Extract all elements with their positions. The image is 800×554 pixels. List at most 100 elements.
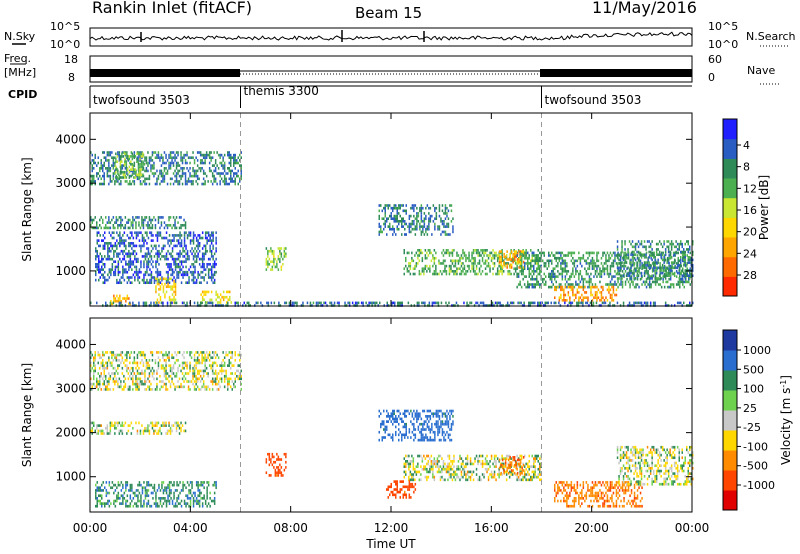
station-title: Rankin Inlet (fitACF) bbox=[92, 0, 252, 17]
data-cell bbox=[536, 280, 538, 284]
data-cell bbox=[210, 366, 212, 370]
data-cell bbox=[129, 226, 131, 230]
data-cell bbox=[117, 372, 119, 375]
data-cell bbox=[689, 258, 691, 262]
data-cell bbox=[135, 234, 138, 237]
data-cell bbox=[181, 174, 184, 178]
data-cell bbox=[188, 278, 190, 282]
data-cell bbox=[195, 236, 198, 240]
data-cell bbox=[549, 285, 551, 289]
data-cell bbox=[588, 267, 591, 271]
data-cell bbox=[148, 366, 151, 370]
data-cell bbox=[270, 301, 273, 305]
data-cell bbox=[230, 159, 232, 162]
data-cell bbox=[523, 267, 526, 271]
data-cell bbox=[160, 156, 163, 160]
data-cell bbox=[633, 301, 635, 305]
data-cell bbox=[212, 236, 214, 240]
data-cell bbox=[176, 257, 178, 261]
data-cell bbox=[170, 263, 172, 266]
data-cell bbox=[651, 280, 654, 284]
data-cell bbox=[447, 209, 450, 213]
data-cell bbox=[492, 262, 494, 265]
data-cell bbox=[317, 301, 319, 305]
data-cell bbox=[448, 272, 451, 276]
data-cell bbox=[179, 252, 181, 256]
data-cell bbox=[248, 301, 250, 305]
data-cell bbox=[687, 256, 689, 259]
data-cell bbox=[120, 221, 122, 224]
data-cell bbox=[114, 382, 116, 386]
data-cell bbox=[267, 265, 269, 269]
data-cell bbox=[178, 174, 181, 178]
data-cell bbox=[402, 209, 404, 213]
data-cell bbox=[169, 429, 172, 433]
data-cell bbox=[590, 291, 592, 294]
data-cell bbox=[171, 177, 173, 181]
data-cell bbox=[422, 230, 424, 234]
data-cell bbox=[312, 301, 315, 305]
data-cell bbox=[515, 250, 517, 253]
data-cell bbox=[672, 285, 675, 289]
data-cell bbox=[189, 270, 192, 274]
data-cell bbox=[175, 374, 178, 378]
data-cell bbox=[159, 359, 161, 362]
data-cell bbox=[199, 301, 202, 305]
data-cell bbox=[196, 177, 199, 181]
data-cell bbox=[481, 259, 484, 263]
data-cell bbox=[168, 244, 171, 248]
data-cell bbox=[667, 271, 670, 275]
data-cell bbox=[192, 255, 195, 258]
data-cell bbox=[208, 167, 211, 170]
data-cell bbox=[190, 174, 193, 178]
data-cell bbox=[578, 291, 580, 294]
data-cell bbox=[230, 169, 232, 173]
data-cell bbox=[606, 288, 609, 292]
data-cell bbox=[138, 216, 140, 219]
data-cell bbox=[106, 388, 109, 391]
data-cell bbox=[417, 214, 420, 218]
data-cell bbox=[177, 351, 179, 354]
data-cell bbox=[193, 359, 196, 362]
data-cell bbox=[227, 182, 229, 186]
data-cell bbox=[384, 206, 386, 210]
data-cell bbox=[201, 298, 204, 302]
data-cell bbox=[135, 366, 137, 370]
data-cell bbox=[126, 169, 128, 173]
data-cell bbox=[633, 267, 636, 271]
data-cell bbox=[102, 364, 104, 367]
data-cell bbox=[620, 283, 622, 286]
data-cell bbox=[95, 249, 97, 253]
data-cell bbox=[472, 259, 475, 263]
data-cell bbox=[230, 164, 232, 167]
data-cell bbox=[672, 261, 674, 264]
data-cell bbox=[414, 233, 417, 236]
data-cell bbox=[231, 156, 233, 160]
data-cell bbox=[397, 301, 399, 305]
data-cell bbox=[108, 504, 111, 508]
data-cell bbox=[103, 172, 105, 175]
data-cell bbox=[120, 216, 122, 219]
data-cell bbox=[114, 169, 116, 173]
data-cell bbox=[133, 176, 135, 179]
data-cell bbox=[121, 218, 124, 222]
data-cell bbox=[99, 374, 101, 378]
data-cell bbox=[91, 429, 93, 433]
data-cell bbox=[678, 269, 680, 272]
data-cell bbox=[525, 249, 527, 252]
data-cell bbox=[478, 254, 481, 257]
data-cell bbox=[676, 248, 679, 251]
data-cell bbox=[394, 301, 396, 305]
data-cell bbox=[221, 295, 223, 299]
data-cell bbox=[165, 388, 167, 391]
data-cell bbox=[424, 267, 427, 271]
data-cell bbox=[130, 174, 133, 178]
data-cell bbox=[688, 277, 690, 281]
data-cell bbox=[214, 382, 217, 386]
data-cell bbox=[153, 244, 156, 248]
data-cell bbox=[175, 151, 178, 154]
data-cell bbox=[460, 256, 463, 260]
data-cell bbox=[187, 385, 190, 389]
data-cell bbox=[582, 254, 585, 257]
data-cell bbox=[557, 275, 559, 278]
